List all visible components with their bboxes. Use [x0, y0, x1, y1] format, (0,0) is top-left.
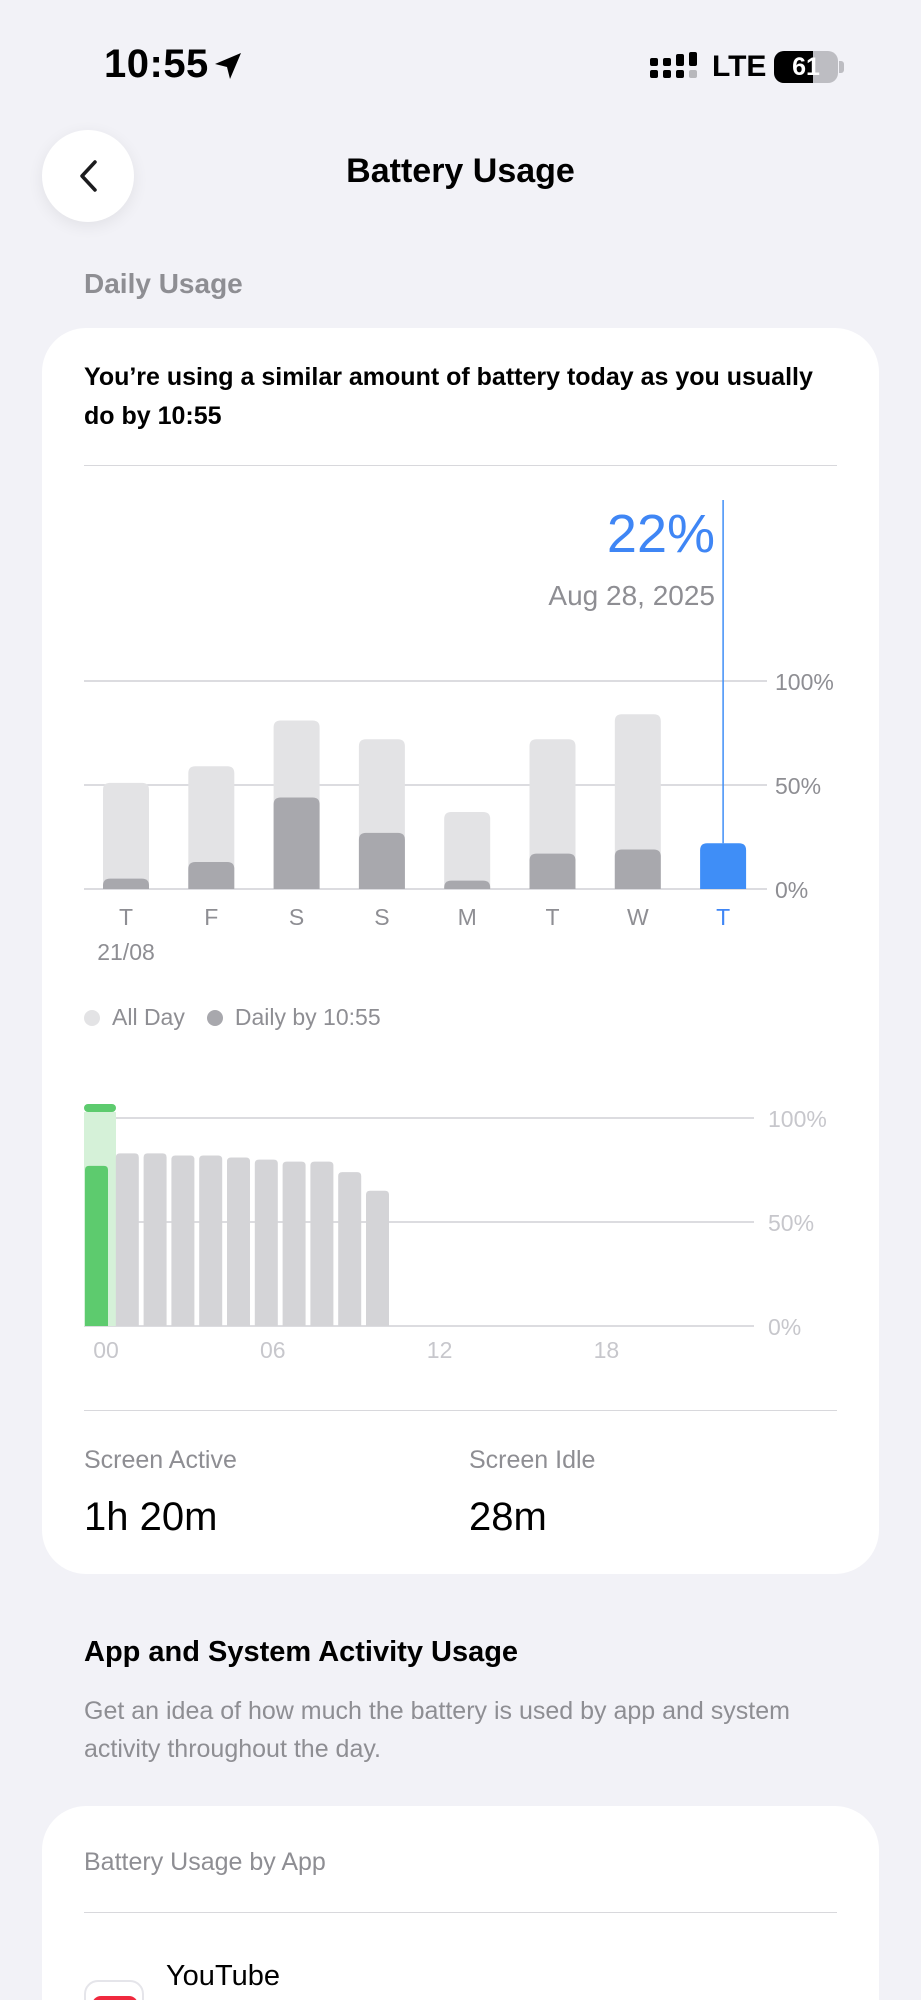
x-tick-label: S: [374, 904, 389, 930]
bar-daily-by-time: [358, 832, 405, 889]
usage-insight: You’re using a similar amount of battery…: [84, 363, 813, 430]
bar-daily-by-time: [529, 853, 576, 889]
legend-label-all-day: All Day: [112, 1004, 185, 1030]
hourly-bar: [254, 1159, 278, 1326]
cellular-signal-icon: [650, 52, 697, 78]
bar-all-day: [188, 766, 235, 889]
hourly-bar: [282, 1161, 306, 1326]
chart-legend: All Day Daily by 10:55: [84, 1004, 403, 1031]
battery-fill: [774, 51, 814, 83]
activity-title: App and System Activity Usage: [84, 1636, 519, 1668]
back-button[interactable]: [42, 130, 134, 222]
hourly-bar: [310, 1161, 334, 1326]
legend-dot-by-time: [206, 1009, 223, 1026]
screen-idle-value: 28m: [469, 1495, 547, 1539]
x-tick-label: 18: [594, 1337, 620, 1363]
screen-idle-label: Screen Idle: [469, 1446, 596, 1474]
bar-all-day: [444, 812, 491, 889]
bar-selected-today: [700, 843, 747, 889]
legend-by-time: Daily by 10:55: [206, 1004, 381, 1031]
hourly-bar: [171, 1155, 195, 1326]
battery-level: 61: [792, 53, 820, 81]
activity-description: Get an idea of how much the battery is u…: [84, 1697, 790, 1763]
hourly-bar: [366, 1190, 389, 1326]
battery-by-app-header: Battery Usage by App: [84, 1848, 326, 1876]
location-arrow-icon: [215, 53, 241, 79]
hourly-bar: [227, 1157, 250, 1326]
x-tick-label: S: [289, 904, 304, 930]
x-tick-label: T: [716, 904, 730, 930]
bar-all-day: [614, 714, 661, 889]
x-tick-label: M: [458, 904, 477, 930]
network-type: LTE: [712, 50, 767, 83]
battery-cap: [839, 61, 844, 73]
x-tick-label: T: [545, 904, 559, 930]
daily-usage-chart[interactable]: 100% 50% 0% T 21/08 F S S M T W T: [42, 328, 879, 988]
x-tick-label: W: [627, 904, 649, 930]
app-row-youtube[interactable]: YouTube 0%: [84, 1914, 837, 2000]
hourly-bar: [199, 1155, 223, 1326]
divider: [84, 1410, 837, 1411]
hourly-bar: [115, 1153, 139, 1326]
status-time: 10:55: [104, 42, 209, 86]
daily-usage-card: You’re using a similar amount of battery…: [42, 328, 879, 1574]
hourly-bar: [338, 1172, 362, 1326]
y-tick-label: 0%: [775, 877, 808, 903]
y-tick-label: 50%: [775, 773, 821, 799]
y-tick-label: 0%: [768, 1314, 801, 1340]
hourly-bar-charging: [85, 1165, 108, 1326]
charged-full-marker: [84, 1104, 116, 1112]
battery-icon: 61: [774, 51, 838, 83]
hourly-battery-chart[interactable]: 100% 50% 0% 00 06 12 18: [42, 328, 879, 1388]
screen-active-stat: Screen Active 1h 20m: [84, 1446, 237, 1540]
first-date-label: 21/08: [97, 939, 155, 965]
selected-day-date: Aug 28, 2025: [548, 580, 715, 611]
selected-day-value: 22%: [606, 504, 715, 564]
x-tick-label: T: [119, 904, 133, 930]
battery-by-app-card: Battery Usage by App YouTube 0%: [42, 1806, 879, 2000]
divider: [84, 1912, 837, 1913]
divider: [84, 465, 837, 466]
app-name: YouTube: [166, 1960, 280, 1992]
youtube-icon: [84, 1980, 144, 2000]
x-tick-label: 06: [260, 1337, 286, 1363]
bar-daily-by-time: [444, 880, 491, 889]
x-tick-label: F: [204, 904, 218, 930]
y-tick-label: 50%: [768, 1210, 814, 1236]
page-title: Battery Usage: [346, 152, 575, 190]
x-tick-label: 00: [93, 1337, 119, 1363]
youtube-icon-play-shape: [92, 1996, 138, 2000]
bar-daily-by-time: [103, 878, 149, 889]
bar-all-day: [103, 782, 149, 889]
legend-all-day: All Day: [84, 1004, 185, 1031]
screen-active-label: Screen Active: [84, 1446, 237, 1474]
bar-daily-by-time: [273, 797, 320, 889]
screen-idle-stat: Screen Idle 28m: [469, 1446, 595, 1540]
chevron-left-icon: [80, 160, 97, 192]
legend-dot-all-day: [84, 1009, 100, 1026]
y-tick-label: 100%: [768, 1106, 827, 1132]
hourly-bar: [143, 1153, 167, 1326]
bar-daily-by-time: [614, 849, 661, 889]
y-tick-label: 100%: [775, 669, 834, 695]
status-bar: 10:55 LTE 61: [0, 0, 921, 130]
bar-daily-by-time: [188, 861, 235, 889]
bar-all-day: [529, 739, 576, 889]
screen-active-value: 1h 20m: [84, 1495, 218, 1539]
legend-label-by-time: Daily by 10:55: [234, 1004, 381, 1030]
section-label-daily-usage: Daily Usage: [84, 268, 243, 299]
x-tick-label: 12: [427, 1337, 453, 1363]
